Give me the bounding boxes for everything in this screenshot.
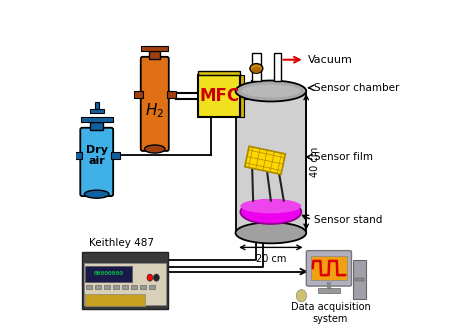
Ellipse shape [84,190,109,198]
Text: Keithley 487: Keithley 487 [89,238,154,248]
FancyBboxPatch shape [141,57,169,151]
Bar [318,288,340,292]
Ellipse shape [241,85,301,97]
Bar [149,285,155,289]
Text: Vacuum: Vacuum [308,55,353,65]
Bar [95,285,101,289]
Bar [252,53,261,81]
Bar [86,285,92,289]
Text: 20 cm: 20 cm [255,255,286,265]
Text: 40 cm: 40 cm [310,147,320,177]
Bar [353,260,366,299]
Bar [311,256,346,280]
Bar [84,263,166,305]
Bar [122,285,128,289]
Text: $H_2$: $H_2$ [145,101,164,120]
Bar [240,75,244,117]
Bar [141,46,168,51]
Bar [104,285,110,289]
FancyBboxPatch shape [198,75,240,117]
Polygon shape [245,146,285,174]
Text: 00000000: 00000000 [93,271,123,276]
Ellipse shape [240,199,301,214]
Bar [113,285,119,289]
Bar [95,102,99,109]
Ellipse shape [240,200,301,224]
Text: Dry
air: Dry air [86,145,108,166]
Bar [274,53,281,81]
Bar [131,285,137,289]
Ellipse shape [296,290,307,302]
FancyBboxPatch shape [80,128,113,196]
Ellipse shape [147,274,153,281]
Ellipse shape [145,145,165,153]
Text: Sensor stand: Sensor stand [314,215,382,225]
Bar [85,294,145,306]
Ellipse shape [250,63,263,73]
Bar [140,285,146,289]
Bar [90,109,104,113]
Text: MFC: MFC [199,87,239,105]
Bar [85,266,132,282]
Text: Data acquisition
system: Data acquisition system [291,302,370,324]
Ellipse shape [154,274,159,281]
Bar [82,252,168,309]
Ellipse shape [236,81,306,101]
Bar [355,278,364,281]
Bar [81,117,113,122]
Bar [236,91,306,233]
Bar [167,91,176,98]
Bar [149,51,160,59]
Bar [134,91,143,98]
Text: Sensor film: Sensor film [314,152,373,162]
Text: Sensor chamber: Sensor chamber [314,83,399,93]
Bar [90,122,103,130]
Ellipse shape [252,67,261,73]
Bar [198,71,240,75]
Bar [73,152,82,159]
FancyBboxPatch shape [306,251,352,286]
Bar [111,152,120,159]
Ellipse shape [236,222,306,243]
